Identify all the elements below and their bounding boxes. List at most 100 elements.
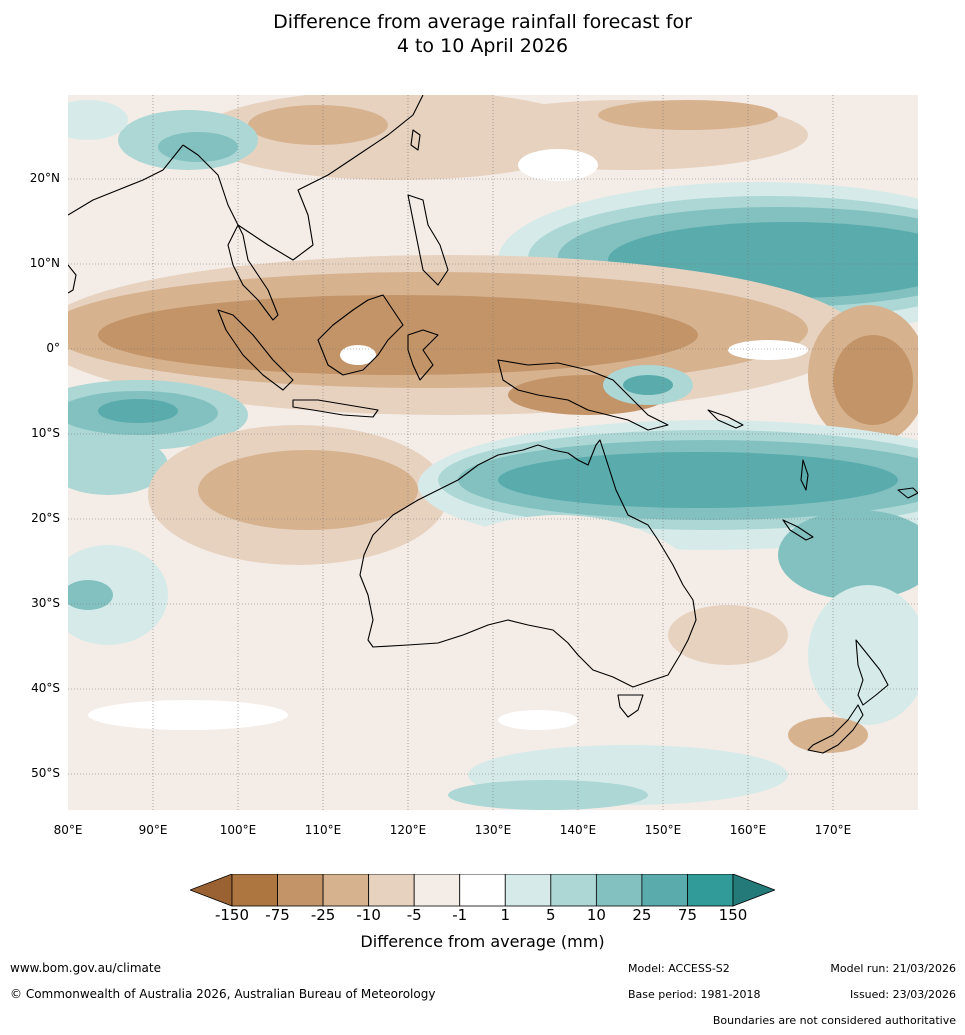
wet-core-southwest	[68, 580, 113, 610]
wet-area-india	[68, 100, 128, 140]
nz-north-coast	[855, 639, 889, 706]
dry-mid-south-indian	[198, 450, 418, 530]
colorbar-tick-label: -10	[356, 906, 381, 924]
colorbar-tick-label: 150	[718, 906, 748, 924]
gridlines	[68, 95, 918, 810]
lon-label-150e: 150°E	[644, 823, 682, 837]
dry-area-nz-south	[788, 717, 868, 753]
rainfall-map	[68, 95, 918, 810]
vanuatu-coast	[800, 459, 809, 491]
neutral-patch-1	[518, 149, 598, 181]
wet-area-fiji	[778, 510, 918, 600]
wet-core-myanmar	[158, 132, 238, 162]
model-name: Model: ACCESS-S2	[628, 962, 730, 975]
indochina-coast	[182, 95, 424, 321]
new-caledonia-coast	[782, 519, 814, 541]
lat-label-20s: 20°S	[31, 511, 60, 525]
title-line-1: Difference from average rainfall forecas…	[273, 11, 692, 33]
website-link[interactable]: www.bom.gov.au/climate	[10, 961, 161, 975]
philippines-coast	[407, 194, 449, 286]
lat-label-40s: 40°S	[31, 681, 60, 695]
colorbar-svg	[188, 873, 777, 907]
colorbar-segment	[504, 873, 552, 907]
colorbar-tick-label: 25	[632, 906, 652, 924]
colorbar-tick-label: 75	[677, 906, 697, 924]
lon-label-160e: 160°E	[729, 823, 767, 837]
neutral-strip	[728, 340, 808, 360]
colorbar-segment	[322, 873, 370, 907]
lat-label-10s: 10°S	[31, 426, 60, 440]
dry-core-pacific-north	[598, 100, 778, 130]
lon-label-130e: 130°E	[474, 823, 512, 837]
lon-label-140e: 140°E	[559, 823, 597, 837]
dry-area-china	[248, 105, 388, 145]
base-period: Base period: 1981-2018	[628, 988, 761, 1001]
copyright-text: © Commonwealth of Australia 2026, Austra…	[10, 987, 436, 1001]
fiji-coast	[897, 487, 918, 499]
map-title: Difference from average rainfall forecas…	[0, 10, 965, 58]
tasmania-coast	[617, 694, 644, 718]
colorbar-tick-label: -150	[214, 906, 250, 924]
lat-label-50s: 50°S	[31, 766, 60, 780]
nz-south-coast	[807, 704, 864, 754]
colorbar-segment	[550, 873, 597, 907]
lon-label-90e: 90°E	[138, 823, 168, 837]
neutral-south-1	[88, 700, 288, 730]
colorbar-segment	[595, 873, 643, 907]
wet-core-southern-ocean	[448, 780, 648, 810]
colorbar-segment	[413, 873, 461, 907]
issued-date: Issued: 23/03/2026	[849, 988, 956, 1001]
colorbar-tick-label: 5	[546, 906, 556, 924]
sumatra-coast	[217, 309, 294, 391]
lat-label-0: 0°	[46, 341, 60, 355]
colorbar-segment	[368, 873, 415, 907]
map-svg	[68, 95, 918, 810]
india-coast	[68, 144, 184, 216]
solomon-coast	[707, 409, 744, 429]
colorbar-segment	[687, 873, 734, 907]
colorbar-arrow-high	[732, 873, 777, 907]
wet-core-indian-ocean	[98, 399, 178, 423]
lon-label-100e: 100°E	[219, 823, 257, 837]
boundaries-disclaimer: Boundaries are not considered authoritat…	[712, 1014, 956, 1027]
colorbar-segment	[641, 873, 688, 907]
new-guinea-coast	[497, 359, 669, 431]
lon-label-120e: 120°E	[389, 823, 427, 837]
wet-band-south-core	[498, 452, 898, 508]
colorbar-arrow-low	[188, 873, 233, 907]
borneo-coast	[317, 294, 404, 376]
colorbar-segment	[277, 873, 324, 907]
model-run-date: Model run: 21/03/2026	[830, 962, 956, 975]
sri-lanka-coast	[68, 264, 77, 294]
neutral-south-2	[498, 710, 578, 730]
colorbar-tick-label: 1	[500, 906, 511, 924]
taiwan-coast	[410, 129, 421, 151]
wet-area-nz	[808, 585, 918, 725]
dry-core-east	[833, 335, 913, 425]
lon-label-80e: 80°E	[53, 823, 83, 837]
sulawesi-coast	[407, 329, 439, 381]
coastlines	[68, 95, 918, 754]
lon-label-170e: 170°E	[814, 823, 852, 837]
colorbar-tick-label: 10	[586, 906, 606, 924]
colorbar-segment	[459, 873, 506, 907]
lat-label-30s: 30°S	[31, 596, 60, 610]
neutral-borneo	[340, 345, 376, 365]
lat-label-10n: 10°N	[29, 256, 60, 270]
wet-area-indian-south	[68, 435, 168, 495]
dry-area-tasman	[668, 605, 788, 665]
colorbar-tick-label: -1	[452, 906, 468, 924]
lon-label-110e: 110°E	[304, 823, 342, 837]
java-coast	[292, 399, 379, 418]
colorbar-tick-label: -25	[310, 906, 336, 924]
lat-label-20n: 20°N	[29, 171, 60, 185]
colorbar-segment	[231, 873, 278, 907]
colorbar-tick-label: -75	[265, 906, 290, 924]
wet-area-southwest	[68, 545, 168, 645]
australia-coast	[359, 439, 697, 688]
legend-colorbar	[188, 873, 777, 908]
wet-core-solomon	[623, 375, 673, 395]
title-line-2: 4 to 10 April 2026	[396, 35, 569, 57]
colorbar-tick-label: -5	[406, 906, 422, 924]
dry-band-core	[98, 295, 698, 375]
